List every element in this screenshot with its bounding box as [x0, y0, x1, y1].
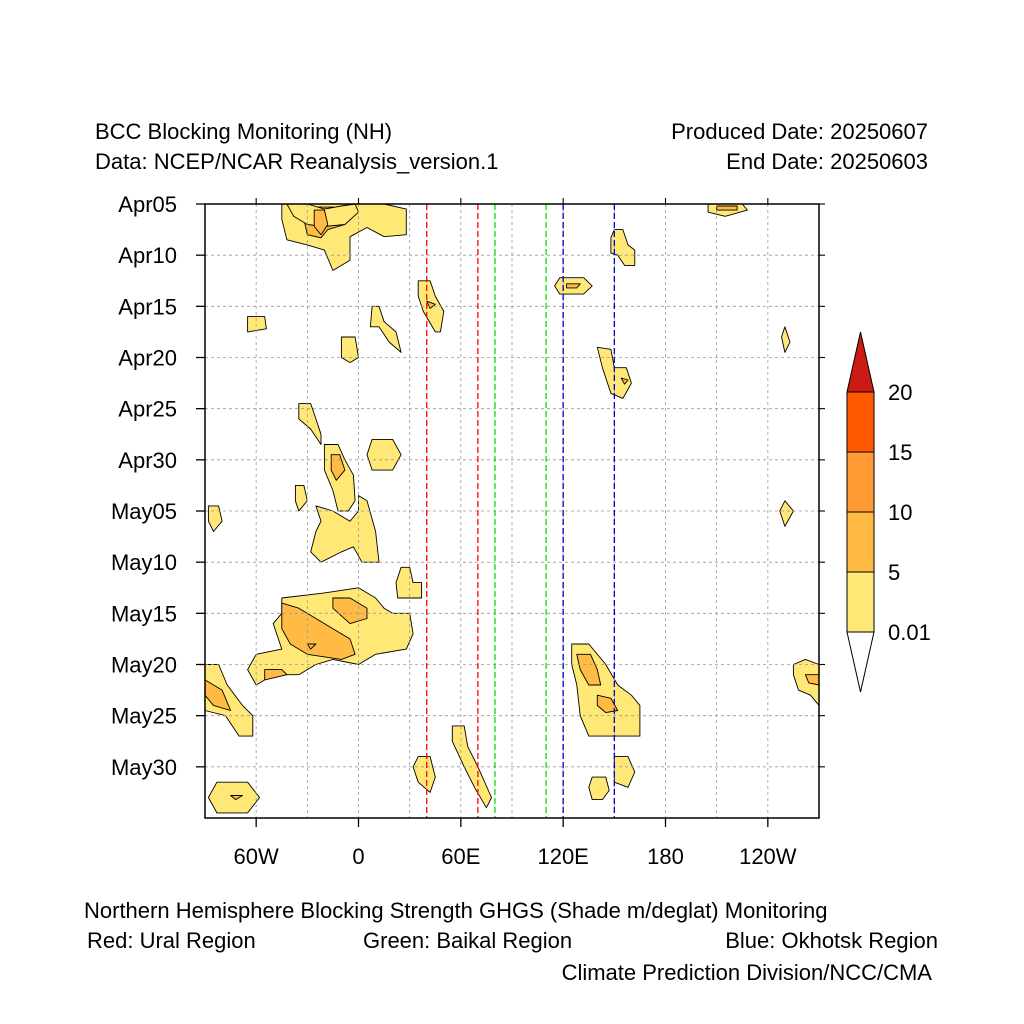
- block-area-35: [596, 694, 619, 714]
- legend-blue-region: Blue: Okhotsk Region: [725, 928, 938, 953]
- block-area-25: [395, 566, 423, 599]
- colorbar-label: 0.01: [888, 620, 931, 645]
- block-area-20: [330, 454, 346, 481]
- colorbar-label: 20: [888, 380, 912, 405]
- colorbar-band-1: [846, 511, 875, 573]
- block-area-3: [313, 209, 329, 236]
- colorbar-label: 10: [888, 500, 912, 525]
- block-area-27: [281, 602, 356, 660]
- block-area-11: [247, 316, 267, 333]
- block-area-36: [792, 658, 820, 706]
- colorbar: 0.01 5 10 15 20: [846, 331, 931, 693]
- block-area-16: [781, 326, 791, 353]
- y-tick-label: Apr05: [118, 192, 177, 217]
- y-tick-label: Apr15: [118, 294, 177, 319]
- colorbar-label: 15: [888, 440, 912, 465]
- block-area-18: [366, 438, 402, 471]
- region-lines: [426, 204, 615, 818]
- block-area-10: [426, 300, 436, 309]
- x-tick-label: 120W: [739, 844, 797, 869]
- block-area-12: [369, 305, 402, 353]
- blocking-areas: [204, 203, 820, 814]
- block-area-43: [230, 795, 243, 801]
- legend-green-region: Green: Baikal Region: [363, 928, 573, 953]
- y-tick-label: Apr30: [118, 448, 177, 473]
- y-tick-label: Apr25: [118, 397, 177, 422]
- block-area-41: [588, 776, 610, 801]
- block-area-24: [779, 500, 794, 527]
- colorbar-band-3: [846, 391, 875, 453]
- colorbar-label: 5: [888, 560, 900, 585]
- chart-title: BCC Blocking Monitoring (NH): [95, 119, 393, 144]
- block-area-4: [610, 229, 636, 266]
- end-date: End Date: 20250603: [726, 149, 928, 174]
- block-area-15: [620, 377, 629, 385]
- block-area-13: [340, 336, 359, 364]
- y-tick-label: May05: [111, 499, 177, 524]
- x-tick-label: 60W: [234, 844, 279, 869]
- block-area-8: [566, 283, 581, 289]
- colorbar-band-2: [846, 451, 875, 513]
- block-area-39: [412, 756, 436, 793]
- block-area-28: [332, 597, 368, 625]
- grid-lines: [205, 203, 819, 818]
- y-tick-label: May20: [111, 653, 177, 678]
- block-area-31: [204, 664, 254, 737]
- block-area-21: [294, 484, 308, 512]
- y-tick-label: May25: [111, 704, 177, 729]
- block-area-30: [306, 643, 317, 650]
- y-tick-label: Apr10: [118, 243, 177, 268]
- produced-date: Produced Date: 20250607: [671, 119, 928, 144]
- block-area-29: [264, 669, 288, 681]
- footer-description: Northern Hemisphere Blocking Strength GH…: [84, 898, 828, 923]
- y-tick-label: May30: [111, 755, 177, 780]
- x-tick-label: 60E: [441, 844, 480, 869]
- y-tick-label: May15: [111, 601, 177, 626]
- y-axis: Apr05 Apr10 Apr15 Apr20 Apr25 Apr30 May05 May10…: [111, 192, 825, 780]
- colorbar-band-0: [846, 571, 875, 633]
- x-tick-label: 120E: [537, 844, 588, 869]
- legend-red-region: Red: Ural Region: [87, 928, 256, 953]
- x-axis: 60W 0 60E 120E 180 120W: [234, 198, 797, 869]
- data-source: Data: NCEP/NCAR Reanalysis_version.1: [95, 149, 499, 174]
- block-area-22: [310, 495, 380, 563]
- block-area-6: [716, 205, 738, 211]
- x-tick-label: 180: [647, 844, 684, 869]
- colorbar-top-triangle: [846, 331, 875, 393]
- block-area-17: [298, 403, 322, 445]
- y-tick-label: Apr20: [118, 346, 177, 371]
- y-tick-label: May10: [111, 550, 177, 575]
- block-area-40: [613, 756, 636, 788]
- colorbar-bottom-triangle: [846, 631, 875, 693]
- footer-credit: Climate Prediction Division/NCC/CMA: [561, 960, 932, 985]
- block-area-34: [576, 653, 602, 686]
- x-tick-label: 0: [352, 844, 364, 869]
- block-area-23: [207, 505, 223, 532]
